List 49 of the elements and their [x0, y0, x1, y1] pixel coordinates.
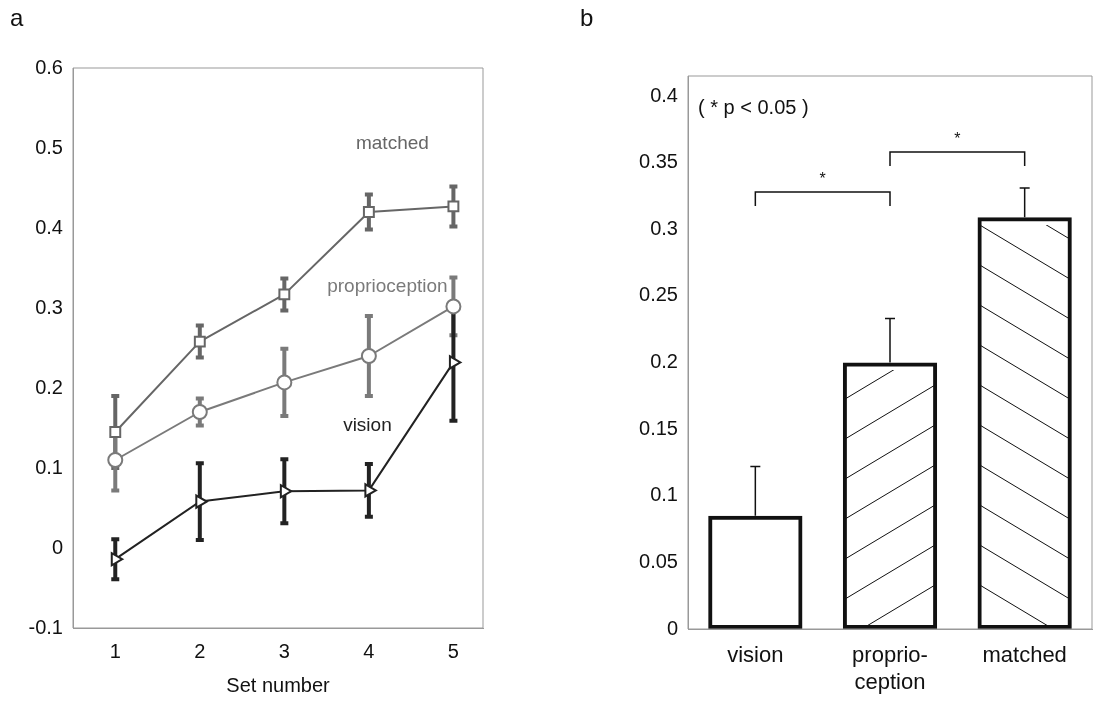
- point: [360, 348, 377, 364]
- chart-title: a: [10, 4, 24, 32]
- y-tick-label: 0: [666, 616, 678, 639]
- point: [107, 452, 124, 468]
- x-tick-label: 1: [109, 639, 121, 662]
- point: [109, 426, 122, 438]
- x-tick-label: 3: [278, 639, 290, 662]
- point: [447, 200, 460, 213]
- annotation: ( * p < 0.05 ): [698, 95, 809, 118]
- point: [193, 335, 206, 348]
- point: [195, 494, 208, 509]
- y-tick-label: 0.15: [639, 416, 678, 439]
- y-tick-label: 0.2: [650, 350, 678, 373]
- x-tick-label: 2: [194, 639, 206, 662]
- y-tick-label: 0.1: [35, 455, 63, 478]
- y-tick-label: 0.6: [35, 55, 63, 78]
- annotation: *: [819, 170, 826, 188]
- y-tick-label: 0.1: [650, 483, 678, 506]
- point: [278, 288, 291, 301]
- y-tick-label: 0.4: [650, 83, 678, 106]
- point: [191, 404, 208, 420]
- y-tick-label: 0.5: [35, 135, 63, 158]
- y-tick-label: 0.2: [35, 375, 63, 398]
- chart-title: b: [580, 4, 594, 32]
- point: [279, 484, 293, 499]
- point: [110, 552, 124, 567]
- y-tick-label: 0.3: [650, 216, 678, 239]
- y-tick-label: 0.25: [639, 283, 678, 306]
- series-label: proprioception: [327, 274, 448, 296]
- annotation: *: [954, 130, 961, 148]
- x-tick-label: proprio- ception: [852, 642, 928, 694]
- series-label: vision: [343, 413, 392, 435]
- point: [448, 355, 462, 370]
- y-tick-label: 0.35: [639, 150, 678, 173]
- x-tick-label: vision: [727, 642, 784, 668]
- y-tick-label: 0.3: [35, 295, 63, 318]
- point: [445, 298, 462, 315]
- x-tick-label: 5: [447, 639, 459, 662]
- y-tick-label: 0: [51, 535, 63, 558]
- point: [364, 483, 377, 498]
- point: [276, 374, 293, 391]
- y-tick-label: 0.05: [639, 549, 678, 572]
- x-axis-title: Set number: [226, 673, 331, 696]
- x-tick-label: 4: [363, 639, 375, 662]
- y-tick-label: 0.4: [35, 215, 63, 238]
- point: [362, 206, 375, 218]
- y-tick-label: -0.1: [28, 615, 63, 638]
- text: matched: [355, 131, 429, 153]
- x-tick-label: matched: [982, 642, 1067, 668]
